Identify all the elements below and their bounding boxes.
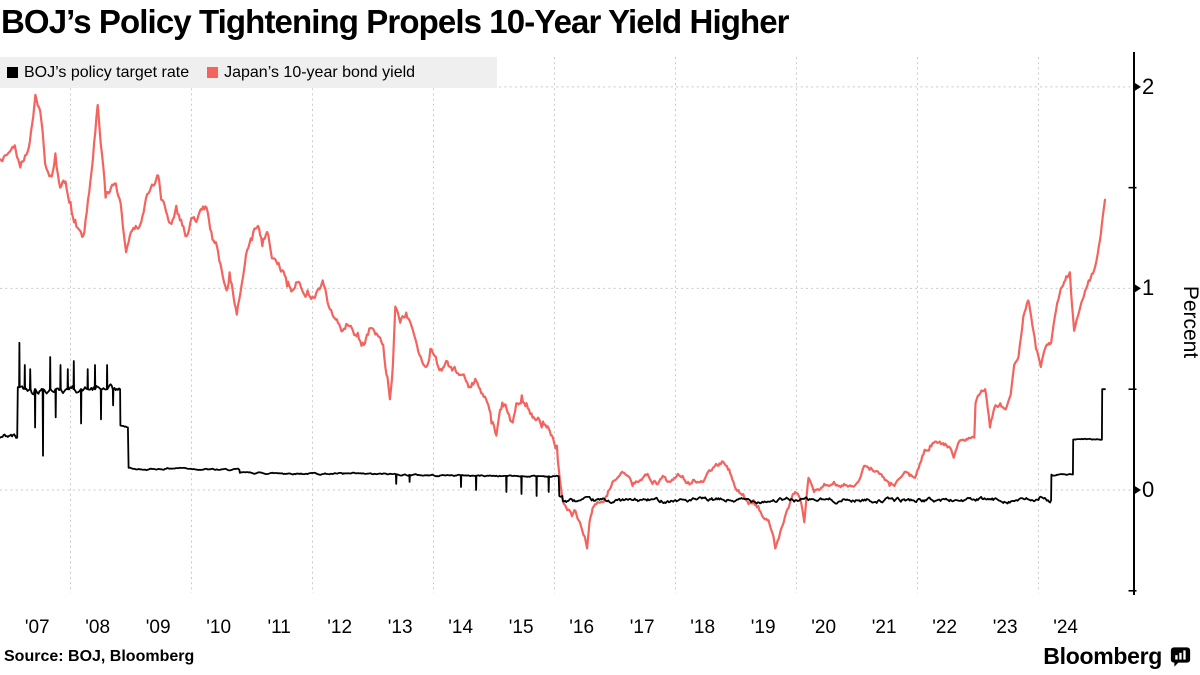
x-tick-label: '16 [569, 617, 595, 638]
x-tick-label: '18 [690, 617, 716, 638]
x-tick-label: '10 [206, 617, 232, 638]
x-tick-label: '08 [85, 617, 111, 638]
legend-label-bond-yield: Japan’s 10-year bond yield [224, 63, 416, 81]
x-tick-label: '22 [932, 617, 958, 638]
chart-title: BOJ’s Policy Tightening Propels 10-Year … [1, 3, 790, 40]
x-tick-label: '15 [508, 617, 534, 638]
x-tick-label: '12 [327, 617, 353, 638]
legend-swatch-black-icon [7, 67, 18, 78]
legend-swatch-red-icon [207, 67, 219, 78]
y-tick-label: 0 [1142, 476, 1155, 502]
x-tick-label: '23 [992, 617, 1018, 638]
legend-label-policy-rate: BOJ’s policy target rate [24, 63, 190, 81]
y-axis-title: Percent [1179, 285, 1200, 359]
bloomberg-logo-icon [1170, 647, 1191, 667]
legend: BOJ’s policy target rate Japan’s 10-year… [0, 57, 497, 88]
y-tick-label: 2 [1142, 73, 1155, 99]
x-tick-label: '09 [145, 617, 171, 638]
x-tick-label: '24 [1053, 617, 1079, 638]
x-tick-label: '17 [629, 617, 655, 638]
x-tick-label: '07 [24, 617, 50, 638]
x-tick-label: '19 [750, 617, 776, 638]
x-tick-label: '21 [871, 617, 897, 638]
x-tick-label: '13 [387, 617, 413, 638]
bloomberg-wordmark: Bloomberg [1043, 643, 1162, 669]
legend-item-bond-yield: Japan’s 10-year bond yield [207, 64, 415, 82]
x-tick-label: '11 [267, 617, 291, 638]
x-tick-label: '20 [811, 617, 837, 638]
y-tick-label: 1 [1142, 275, 1155, 301]
bloomberg-brand: Bloomberg [1043, 643, 1191, 670]
x-tick-label: '14 [448, 617, 474, 638]
legend-item-policy-rate: BOJ’s policy target rate [7, 64, 189, 82]
source-attribution: Source: BOJ, Bloomberg [4, 648, 195, 665]
